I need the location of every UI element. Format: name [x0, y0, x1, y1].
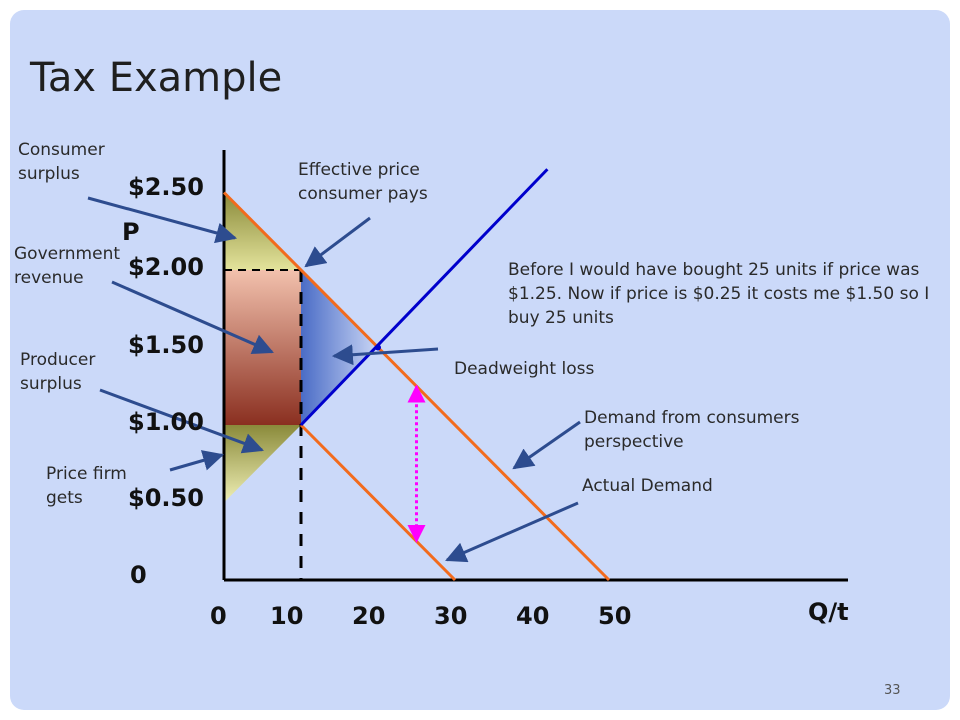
label-deadweight-loss: Deadweight loss [454, 359, 595, 379]
x-tick-0: 0 [210, 602, 227, 630]
actual-demand-line [299, 423, 457, 582]
arrow-actual-demand [445, 501, 579, 563]
arrow-deadweight-loss [331, 344, 439, 366]
producer-surplus-area [224, 425, 301, 503]
point-equilibrium [375, 344, 381, 351]
label-demand-consumer: Demand from consumers perspective [584, 408, 800, 452]
arrow-price-firm-gets [169, 450, 225, 472]
label-actual-demand: Actual Demand [582, 476, 713, 496]
y-tick-100: $1.00 [128, 408, 204, 436]
label-effective-price: Effective price consumer pays [298, 160, 428, 204]
x-tick-40: 40 [516, 602, 550, 630]
x-tick-50: 50 [598, 602, 632, 630]
label-consumer-surplus: Consumer surplus [18, 140, 105, 184]
label-before-note: Before I would have bought 25 units if p… [508, 260, 930, 328]
label-price-firm-gets: Price firm gets [46, 464, 127, 508]
arrow-demand-consumer [512, 420, 581, 470]
arrow-government-revenue [111, 280, 274, 355]
arrow-consumer-surplus [87, 196, 238, 244]
label-government-revenue: Government revenue [14, 244, 121, 288]
arrow-effective-price [304, 216, 371, 268]
page-number: 33 [884, 683, 901, 698]
y-axis-label: P [122, 218, 140, 246]
deadweight-loss-area [301, 270, 378, 425]
y-tick-0: 0 [130, 561, 147, 589]
label-producer-surplus: Producer surplus [20, 350, 96, 394]
y-tick-200: $2.00 [128, 253, 204, 281]
y-tick-250: $2.50 [128, 173, 204, 201]
arrow-producer-surplus [99, 388, 264, 454]
slide-title: Tax Example [30, 55, 283, 101]
supply-line [299, 168, 549, 427]
x-axis-label: Q/t [808, 598, 849, 626]
x-tick-20: 20 [352, 602, 386, 630]
slide-background [10, 10, 950, 710]
y-tick-150: $1.50 [128, 331, 204, 359]
x-tick-10: 10 [270, 602, 304, 630]
y-tick-050: $0.50 [128, 484, 204, 512]
x-tick-30: 30 [434, 602, 468, 630]
